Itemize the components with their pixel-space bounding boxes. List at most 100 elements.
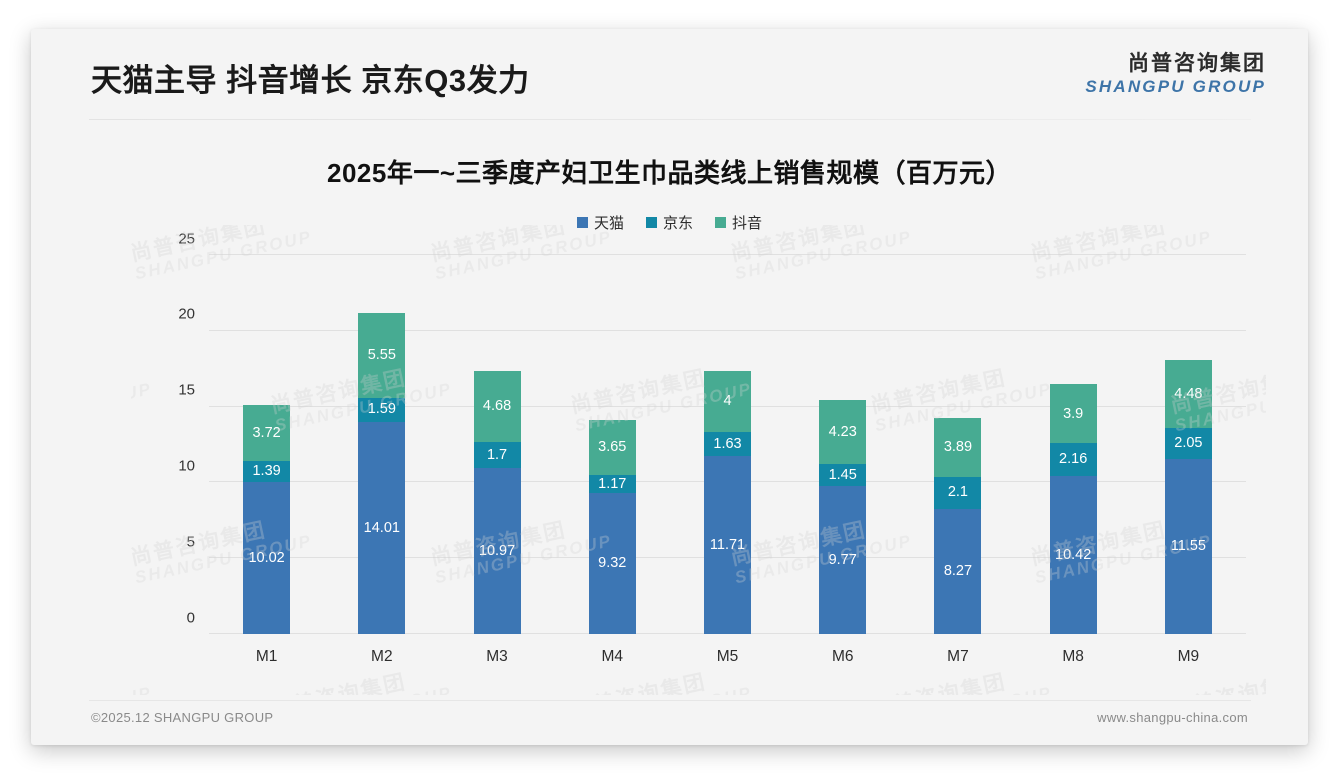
bar-group-M1[interactable]: 10.02 1.39 3.72 xyxy=(243,404,291,634)
bar-segment-天猫[interactable]: 10.42 xyxy=(1049,476,1097,634)
bar-segment-天猫[interactable]: 11.71 xyxy=(704,456,751,634)
bar-value-label: 1.17 xyxy=(598,475,627,492)
y-axis-tick-label: 15 xyxy=(178,381,195,399)
bar-segment-抖音[interactable]: 4 xyxy=(704,371,751,432)
bar-segment-抖音[interactable]: 3.72 xyxy=(243,404,291,462)
chart-title: 2025年一~三季度产妇卫生巾品类线上销售规模（百万元） xyxy=(326,158,1013,188)
bar-value-label: 2.05 xyxy=(1174,435,1203,452)
x-axis-tick-label: M6 xyxy=(831,648,854,665)
chart-plot-area: 0 5 10 15 20 25 10.02 1.39 3.72 M1 14.01 1.59 5.55 M2… xyxy=(131,230,1266,679)
header-divider xyxy=(89,119,1251,120)
legend-swatch-icon xyxy=(715,217,726,228)
bar-group-M6[interactable]: 9.77 1.45 4.23 xyxy=(819,399,867,634)
footer-website[interactable]: www.shangpu-china.com xyxy=(1097,710,1248,725)
bar-value-label: 2.1 xyxy=(947,484,969,501)
x-axis-tick-label: M1 xyxy=(255,648,278,665)
bar-value-label: 1.59 xyxy=(367,401,396,418)
bar-group-M4[interactable]: 9.32 1.17 3.65 xyxy=(588,419,636,634)
watermark-english: SHANGPU GROUP xyxy=(273,683,454,695)
footer-copyright: ©2025.12 SHANGPU GROUP xyxy=(91,710,274,725)
bar-value-label: 1.45 xyxy=(828,466,857,483)
bar-value-label: 3.65 xyxy=(598,439,627,456)
watermark-english: SHANGPU GROUP xyxy=(873,683,1054,695)
bar-segment-天猫[interactable]: 10.97 xyxy=(473,467,521,634)
bar-group-M9[interactable]: 11.55 2.05 4.48 xyxy=(1164,359,1212,634)
brand-logo: 尚普咨询集团 SHANGPU GROUP xyxy=(1085,53,1266,95)
bar-value-label: 10.42 xyxy=(1055,546,1092,563)
legend-swatch-icon xyxy=(645,217,657,228)
gridline xyxy=(209,254,1246,255)
bar-value-label: 8.27 xyxy=(943,563,973,580)
bar-segment-天猫[interactable]: 11.55 xyxy=(1164,458,1212,634)
bar-value-label: 4.48 xyxy=(1174,385,1203,402)
bar-segment-抖音[interactable]: 3.89 xyxy=(934,417,982,477)
bar-value-label: 4.68 xyxy=(482,398,512,415)
y-axis-tick-label: 25 xyxy=(178,230,195,247)
bar-segment-天猫[interactable]: 9.32 xyxy=(588,492,636,634)
legend-label: 抖音 xyxy=(732,215,763,232)
bar-value-label: 9.77 xyxy=(828,551,857,568)
bar-segment-京东[interactable]: 1.63 xyxy=(704,431,751,457)
bar-segment-抖音[interactable]: 3.9 xyxy=(1049,384,1097,444)
y-axis-tick-label: 5 xyxy=(186,533,195,551)
footer-divider xyxy=(89,700,1251,701)
logo-chinese-name: 尚普咨询集团 xyxy=(1128,52,1266,75)
bar-value-label: 10.97 xyxy=(478,542,516,559)
bar-value-label: 11.55 xyxy=(1170,538,1206,555)
x-axis-tick-label: M9 xyxy=(1177,648,1200,665)
bar-segment-京东[interactable]: 1.39 xyxy=(243,461,291,483)
y-axis-tick-label: 20 xyxy=(178,305,195,323)
page-title: 天猫主导 抖音增长 京东Q3发力 xyxy=(91,63,530,98)
bar-value-label: 3.9 xyxy=(1063,405,1084,422)
bar-group-M8[interactable]: 10.42 2.16 3.9 xyxy=(1049,384,1097,634)
bar-group-M3[interactable]: 10.97 1.7 4.68 xyxy=(473,371,521,634)
bar-value-label: 11.71 xyxy=(709,536,746,553)
slide-card: 天猫主导 抖音增长 京东Q3发力 尚普咨询集团 SHANGPU GROUP 20… xyxy=(31,29,1308,745)
bar-value-label: 10.02 xyxy=(248,549,285,566)
legend-item-天猫[interactable]: 天猫 xyxy=(576,212,624,233)
bar-value-label: 5.55 xyxy=(367,347,396,364)
bar-value-label: 9.32 xyxy=(598,555,627,572)
x-axis-tick-label: M2 xyxy=(371,648,393,665)
legend-label: 天猫 xyxy=(593,215,624,232)
slide-header: 天猫主导 抖音增长 京东Q3发力 尚普咨询集团 SHANGPU GROUP xyxy=(31,29,1308,120)
bar-value-label: 1.39 xyxy=(252,463,281,480)
bar-segment-抖音[interactable]: 4.68 xyxy=(473,371,521,442)
bar-group-M7[interactable]: 8.27 2.1 3.89 xyxy=(934,417,982,634)
bar-segment-天猫[interactable]: 14.01 xyxy=(358,421,406,634)
bar-segment-抖音[interactable]: 3.65 xyxy=(588,419,636,475)
bar-segment-京东[interactable]: 2.05 xyxy=(1164,427,1212,459)
bar-segment-抖音[interactable]: 4.48 xyxy=(1164,359,1212,428)
bar-value-label: 3.89 xyxy=(943,439,973,456)
watermark-english: SHANGPU GROUP xyxy=(1173,683,1266,695)
bar-segment-京东[interactable]: 1.59 xyxy=(358,397,406,422)
x-axis-tick-label: M4 xyxy=(601,648,624,665)
bar-segment-天猫[interactable]: 8.27 xyxy=(934,508,982,634)
x-axis-tick-label: M7 xyxy=(947,648,969,665)
bar-value-label: 1.7 xyxy=(486,446,508,463)
legend-item-京东[interactable]: 京东 xyxy=(645,212,693,233)
bar-group-M2[interactable]: 14.01 1.59 5.55 xyxy=(358,313,406,634)
chart-plot-inner: 0 5 10 15 20 25 10.02 1.39 3.72 M1 14.01 1.59 5.55 M2… xyxy=(178,230,1246,665)
bar-value-label: 4 xyxy=(723,393,732,410)
bar-segment-京东[interactable]: 1.45 xyxy=(819,463,867,486)
watermark-english: SHANGPU GROUP xyxy=(573,683,754,695)
bar-segment-京东[interactable]: 2.16 xyxy=(1049,443,1097,477)
logo-english-name: SHANGPU GROUP xyxy=(1085,77,1266,96)
bar-segment-京东[interactable]: 1.17 xyxy=(588,474,636,493)
bar-value-label: 4.23 xyxy=(828,423,857,440)
bar-value-label: 2.16 xyxy=(1059,451,1088,468)
bar-segment-天猫[interactable]: 9.77 xyxy=(819,485,867,634)
bar-value-label: 3.72 xyxy=(252,424,281,441)
x-axis-tick-label: M8 xyxy=(1062,648,1084,665)
bar-group-M5[interactable]: 11.71 1.63 4 xyxy=(704,371,751,634)
bar-segment-京东[interactable]: 2.1 xyxy=(934,476,982,509)
bar-segment-抖音[interactable]: 4.23 xyxy=(819,399,867,464)
chart-legend: 天猫 京东 抖音 xyxy=(31,212,1308,233)
legend-item-抖音[interactable]: 抖音 xyxy=(715,212,762,233)
x-axis-tick-label: M3 xyxy=(486,648,508,665)
legend-label: 京东 xyxy=(662,215,693,232)
bar-segment-京东[interactable]: 1.7 xyxy=(473,441,521,468)
bar-segment-天猫[interactable]: 10.02 xyxy=(243,482,291,634)
bar-segment-抖音[interactable]: 5.55 xyxy=(358,313,406,398)
